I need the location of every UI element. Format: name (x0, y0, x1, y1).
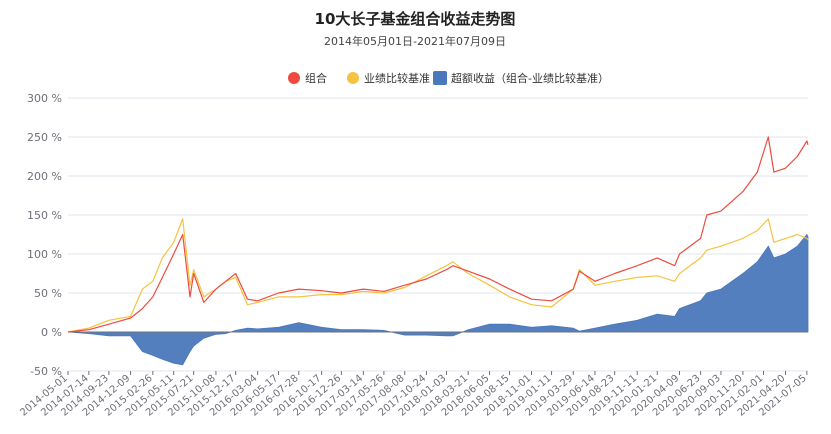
legend-marker (288, 72, 300, 84)
y-tick-label: 200 % (27, 170, 62, 183)
y-tick-label: 0 % (41, 326, 62, 339)
series-excess-return-area (67, 233, 809, 366)
y-tick-label: -50 % (30, 365, 62, 378)
series-benchmark-line (67, 218, 809, 333)
y-tick-label: 300 % (27, 92, 62, 105)
y-tick-label: 100 % (27, 248, 62, 261)
y-tick-label: 50 % (34, 287, 62, 300)
legend-item-3[interactable]: 超额收益（组合-业绩比较基准） (433, 71, 609, 85)
legend-label: 组合 (305, 71, 327, 85)
legend-item-2[interactable]: 业绩比较基准 (347, 71, 430, 85)
chart-subtitle: 2014年05月01日-2021年07月09日 (324, 34, 506, 48)
x-axis: 2014-05-012014-07-142014-09-232014-12-09… (18, 371, 809, 419)
plot-area (67, 136, 809, 366)
legend-label: 业绩比较基准 (364, 71, 430, 85)
legend-marker (433, 71, 447, 85)
y-axis: -50 % 0 % 50 % 100 % 150 % 200 % 250 % 300 % (27, 92, 62, 378)
series-portfolio-line (67, 136, 809, 333)
legend-marker (347, 72, 359, 84)
y-tick-label: 150 % (27, 209, 62, 222)
legend-item-1[interactable]: 组合 (288, 71, 327, 85)
legend[interactable]: 组合 业绩比较基准 超额收益（组合-业绩比较基准） (288, 71, 609, 85)
legend-label: 超额收益（组合-业绩比较基准） (451, 71, 609, 85)
y-tick-label: 250 % (27, 131, 62, 144)
chart-title: 10大长子基金组合收益走势图 (315, 10, 516, 28)
